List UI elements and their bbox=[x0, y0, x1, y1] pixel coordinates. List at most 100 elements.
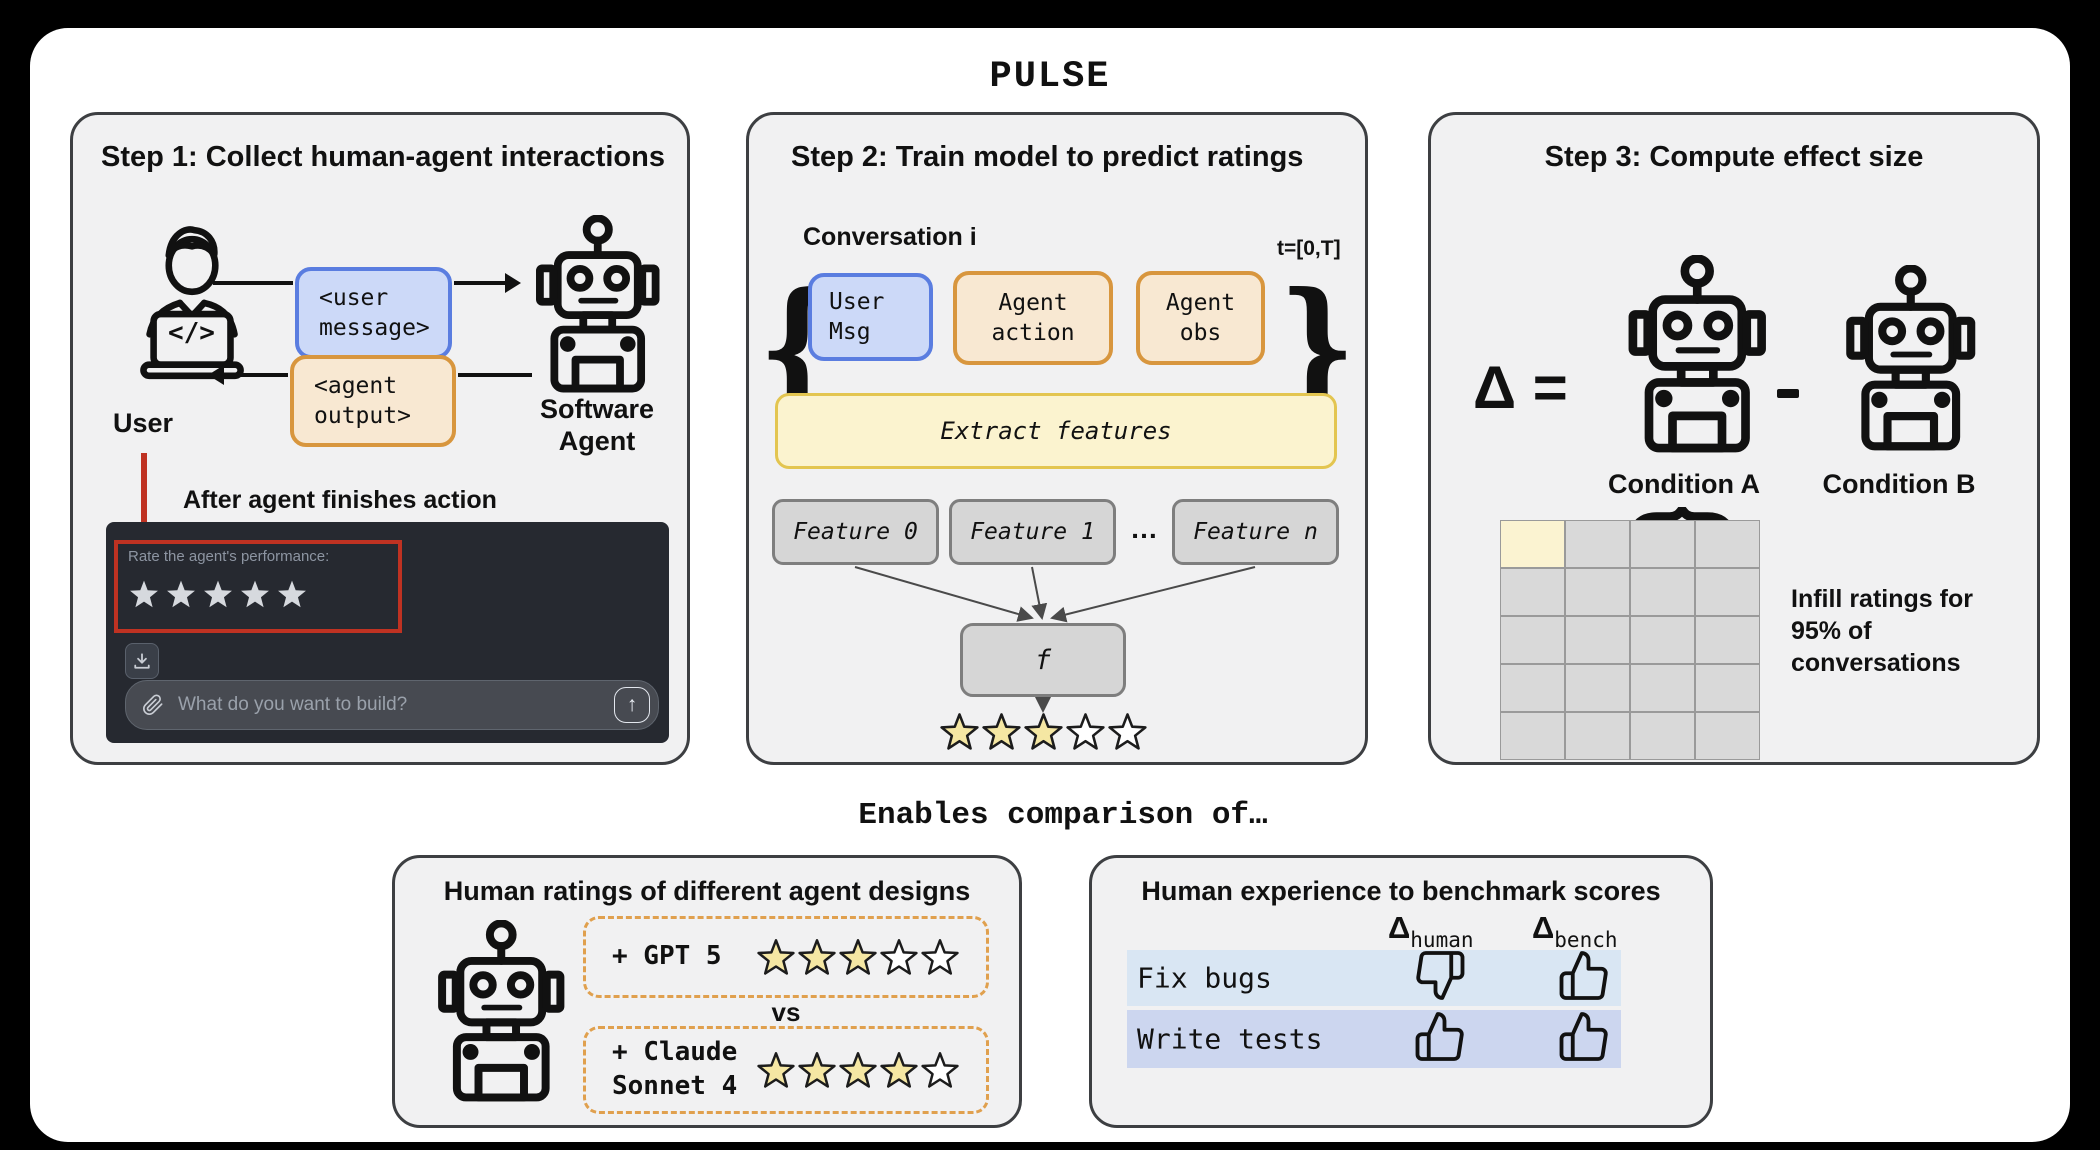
claude-label: + Claude Sonnet 4 bbox=[612, 1037, 738, 1101]
red-pointer-arrow bbox=[133, 453, 155, 548]
user-message-label: <user message> bbox=[319, 284, 430, 341]
gpt5-label: + GPT 5 bbox=[612, 941, 722, 972]
grid-cell bbox=[1500, 712, 1565, 760]
user-to-agent-arrow-left-segment bbox=[213, 281, 293, 285]
chat-input[interactable]: What do you want to build? ↑ bbox=[125, 680, 659, 730]
feature-1-label: Feature 1 bbox=[970, 519, 1095, 545]
grid-cell bbox=[1500, 568, 1565, 616]
thumb-up-icon bbox=[1413, 1010, 1467, 1069]
agent-action-label: Agent action bbox=[991, 289, 1075, 346]
download-icon bbox=[134, 653, 150, 669]
send-button[interactable]: ↑ bbox=[614, 687, 650, 723]
step3-header: Step 3: Compute effect size bbox=[1544, 141, 1924, 173]
thumb-down-icon bbox=[1413, 949, 1467, 1008]
download-button[interactable] bbox=[125, 643, 159, 679]
grid-cell bbox=[1630, 616, 1695, 664]
time-range-label: t=[0,T] bbox=[1277, 237, 1341, 260]
grid-cell bbox=[1565, 616, 1630, 664]
agent-robot-icon bbox=[433, 919, 570, 1107]
agent-action-box: Agent action bbox=[953, 271, 1113, 365]
grid-cell bbox=[1630, 664, 1695, 712]
user-message-box: <user message> bbox=[295, 267, 452, 359]
step2-box: Step 2: Train model to predict ratings C… bbox=[746, 112, 1368, 765]
f-model-box: f bbox=[960, 623, 1126, 697]
condition-b-robot-icon bbox=[1841, 264, 1981, 456]
experience-row: Write tests bbox=[1127, 1010, 1621, 1068]
grid-cell bbox=[1500, 616, 1565, 664]
grid-cell bbox=[1630, 568, 1695, 616]
feature-0-label: Feature 0 bbox=[793, 519, 918, 545]
feature-n-label: Feature n bbox=[1193, 519, 1318, 545]
human-subscript: human bbox=[1410, 928, 1474, 952]
step2-header: Step 2: Train model to predict ratings bbox=[791, 141, 1304, 173]
condition-b-label: Condition B bbox=[1822, 469, 1976, 499]
delta-symbol: Δ bbox=[1532, 910, 1555, 945]
agent-to-user-arrow-head bbox=[208, 365, 288, 384]
bench-subscript: bench bbox=[1554, 928, 1618, 952]
grid-cell bbox=[1695, 520, 1760, 568]
brace-under-condition-a bbox=[1629, 507, 1735, 543]
delta-bench-colhead: Δbench bbox=[1532, 910, 1618, 952]
task-label: Write tests bbox=[1137, 1022, 1323, 1056]
grid-cell bbox=[1695, 664, 1760, 712]
agent-output-box: <agent output> bbox=[290, 355, 456, 447]
feature-n-box: Feature n bbox=[1172, 499, 1339, 565]
grid-cell bbox=[1565, 712, 1630, 760]
agent-output-label: <agent output> bbox=[314, 372, 411, 429]
user-msg-box: User Msg bbox=[808, 273, 933, 361]
step3-box: Step 3: Compute effect size Δ = Conditio… bbox=[1428, 112, 2040, 765]
gpt5-option-box: + GPT 5 bbox=[583, 916, 989, 998]
ratings-grid bbox=[1500, 520, 1760, 760]
grid-cell bbox=[1565, 664, 1630, 712]
experience-table: Fix bugs Write tests bbox=[1092, 858, 1710, 1125]
grid-cell bbox=[1695, 712, 1760, 760]
feature-1-box: Feature 1 bbox=[949, 499, 1116, 565]
predicted-star-rating bbox=[939, 711, 1148, 752]
user-to-agent-arrow-head bbox=[454, 273, 521, 292]
user-label: User bbox=[113, 408, 174, 438]
agent-to-user-arrow-right-segment bbox=[458, 373, 532, 377]
agent-obs-box: Agent obs bbox=[1136, 271, 1265, 365]
delta-equals: Δ = bbox=[1473, 354, 1568, 421]
rating-highlight-rect bbox=[114, 540, 402, 633]
rate-prompt: Rate the agent's performance: bbox=[128, 548, 330, 565]
enables-caption: Enables comparison of… bbox=[858, 798, 1268, 833]
condition-a-label: Condition A bbox=[1608, 469, 1760, 499]
delta-symbol: Δ bbox=[1388, 910, 1411, 945]
grid-cell bbox=[1565, 520, 1630, 568]
thumb-up-icon bbox=[1557, 949, 1611, 1008]
infill-note: Infill ratings for 95% of conversations bbox=[1791, 585, 1973, 677]
grid-cell bbox=[1630, 712, 1695, 760]
feature-0-box: Feature 0 bbox=[772, 499, 939, 565]
extract-features-box: Extract features bbox=[775, 393, 1337, 469]
step1-header: Step 1: Collect human-agent interactions bbox=[101, 141, 665, 173]
step1-box: Step 1: Collect human-agent interactions… bbox=[70, 112, 690, 765]
chat-screenshot: Rate the agent's performance: What do yo… bbox=[106, 522, 669, 743]
agent-designs-header: Human ratings of different agent designs bbox=[443, 876, 971, 906]
condition-a-robot-icon bbox=[1623, 254, 1772, 458]
experience-header: Human experience to benchmark scores bbox=[1141, 876, 1661, 906]
delta-human-colhead: Δhuman bbox=[1388, 910, 1474, 952]
agent-designs-box: Human ratings of different agent designs… bbox=[392, 855, 1022, 1128]
user-icon bbox=[113, 221, 265, 398]
conversation-label: Conversation i bbox=[803, 223, 977, 251]
figure-title: PULSE bbox=[989, 56, 1111, 98]
grid-cell-observed bbox=[1500, 520, 1565, 568]
claude-star-rating bbox=[756, 1050, 960, 1090]
claude-option-box: + Claude Sonnet 4 bbox=[583, 1026, 989, 1114]
minus-sign bbox=[1777, 389, 1799, 398]
chat-star-rating[interactable] bbox=[128, 578, 308, 610]
f-to-rating-arrow bbox=[1035, 697, 1051, 713]
software-agent-robot-icon bbox=[531, 214, 665, 398]
paperclip-icon[interactable] bbox=[142, 694, 164, 716]
software-agent-label: Software Agent bbox=[539, 394, 655, 457]
f-model-label: f bbox=[1034, 644, 1052, 676]
extract-features-label: Extract features bbox=[940, 417, 1172, 445]
agent-obs-label: Agent obs bbox=[1165, 289, 1236, 346]
grid-cell bbox=[1565, 568, 1630, 616]
grid-cell bbox=[1695, 568, 1760, 616]
experience-row: Fix bugs bbox=[1127, 950, 1621, 1006]
task-label: Fix bugs bbox=[1137, 961, 1272, 995]
grid-cell bbox=[1695, 616, 1760, 664]
chat-placeholder: What do you want to build? bbox=[178, 694, 408, 715]
